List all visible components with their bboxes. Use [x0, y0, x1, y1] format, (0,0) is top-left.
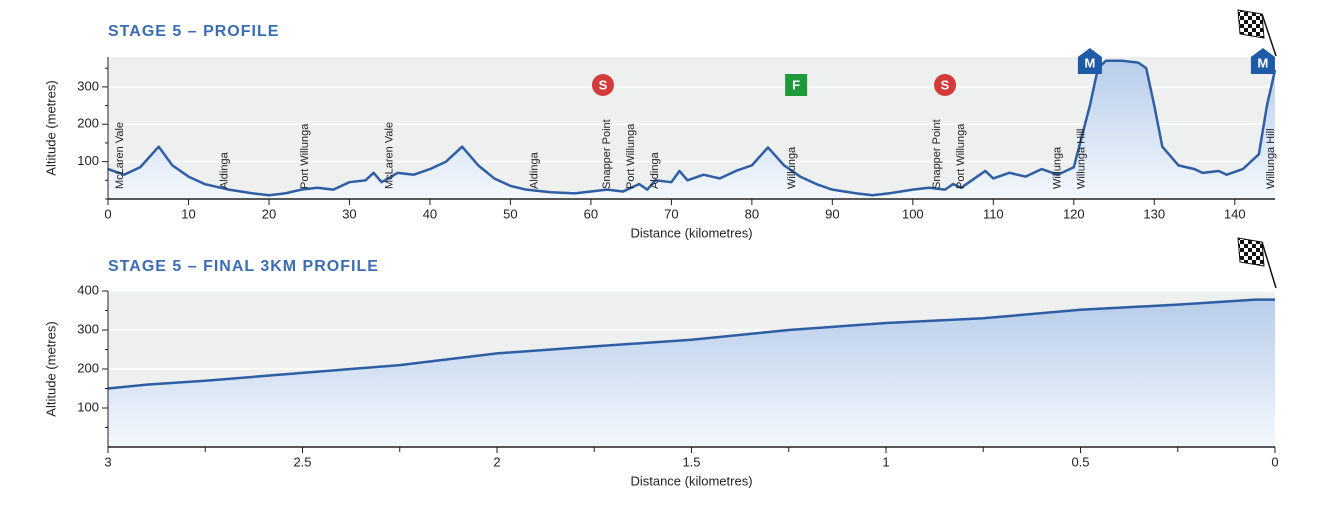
x-tick-label: 80	[745, 206, 759, 221]
place-label: Aldinga	[528, 151, 540, 189]
y-tick-label: 400	[77, 282, 99, 297]
x-tick-label: 120	[1063, 206, 1085, 221]
climb-marker: M	[1077, 48, 1102, 74]
x-axis-label: Distance (kilometres)	[630, 473, 752, 488]
marker-shape	[1077, 48, 1102, 74]
x-tick-label: 130	[1143, 206, 1165, 221]
x-tick-label: 1	[882, 454, 889, 469]
area-fill	[108, 299, 1275, 447]
marker-shape	[591, 74, 614, 96]
marker-label: S	[599, 77, 608, 92]
marker-label: F	[792, 77, 800, 92]
y-tick-label: 300	[77, 78, 99, 93]
profile-line	[107, 298, 1275, 390]
climb-marker: S	[591, 74, 614, 96]
y-tick-label: 100	[77, 153, 99, 168]
chart-title: STAGE 5 – FINAL 3KM PROFILE	[108, 258, 379, 275]
place-label: Aldinga	[649, 151, 661, 189]
x-tick-label: 0	[104, 206, 111, 221]
marker-label: M	[1258, 55, 1269, 70]
finish-flag	[1237, 9, 1277, 57]
y-tick-label: 100	[77, 399, 99, 414]
x-tick-label: 1.5	[682, 454, 700, 469]
x-tick-label: 0	[1271, 454, 1278, 469]
y-tick-label: 200	[77, 360, 99, 375]
chart-title: STAGE 5 – PROFILE	[108, 23, 279, 40]
marker-shape	[785, 74, 808, 96]
x-tick-label: 100	[902, 206, 924, 221]
x-tick-label: 60	[584, 206, 598, 221]
marker-shape	[1250, 48, 1275, 74]
y-axis-label: Altitude (metres)	[43, 321, 58, 416]
finish-flag	[1237, 237, 1277, 289]
x-tick-label: 50	[503, 206, 517, 221]
x-tick-label: 3	[104, 454, 111, 469]
place-label: Snapper Point	[931, 119, 943, 189]
x-tick-label: 110	[983, 206, 1004, 221]
x-tick-label: 0.5	[1071, 454, 1089, 469]
x-tick-label: 90	[825, 206, 839, 221]
x-tick-label: 140	[1224, 206, 1246, 221]
place-label: Willunga Hill	[1076, 128, 1088, 189]
x-axis-label: Distance (kilometres)	[630, 225, 752, 240]
x-tick-label: 40	[423, 206, 437, 221]
place-label: McLaren Vale	[384, 122, 396, 189]
x-tick-label: 10	[181, 206, 195, 221]
place-label: Willunga	[1052, 146, 1064, 189]
place-label: Port Willunga	[955, 123, 967, 189]
marker-label: S	[941, 77, 950, 92]
climb-marker: F	[785, 74, 808, 96]
climb-marker: M	[1250, 48, 1275, 74]
place-label: Willunga	[786, 146, 798, 189]
climb-marker: S	[934, 74, 957, 96]
place-label: Snapper Point	[601, 119, 613, 189]
y-tick-label: 300	[77, 321, 99, 336]
y-axis-label: Altitude (metres)	[43, 80, 58, 175]
place-label: Port Willunga	[625, 123, 637, 189]
y-tick-label: 200	[77, 116, 99, 131]
place-label: Willunga Hill	[1265, 128, 1277, 189]
x-tick-label: 2.5	[293, 454, 311, 469]
marker-shape	[934, 74, 957, 96]
place-label: McLaren Vale	[114, 122, 126, 189]
place-label: Aldinga	[219, 151, 231, 189]
profile-line	[107, 59, 1277, 197]
x-tick-label: 70	[664, 206, 678, 221]
area-fill	[108, 60, 1275, 199]
x-tick-label: 30	[342, 206, 356, 221]
x-tick-label: 20	[262, 206, 276, 221]
x-tick-label: 2	[493, 454, 500, 469]
marker-label: M	[1084, 55, 1095, 70]
place-label: Port Willunga	[299, 123, 311, 189]
